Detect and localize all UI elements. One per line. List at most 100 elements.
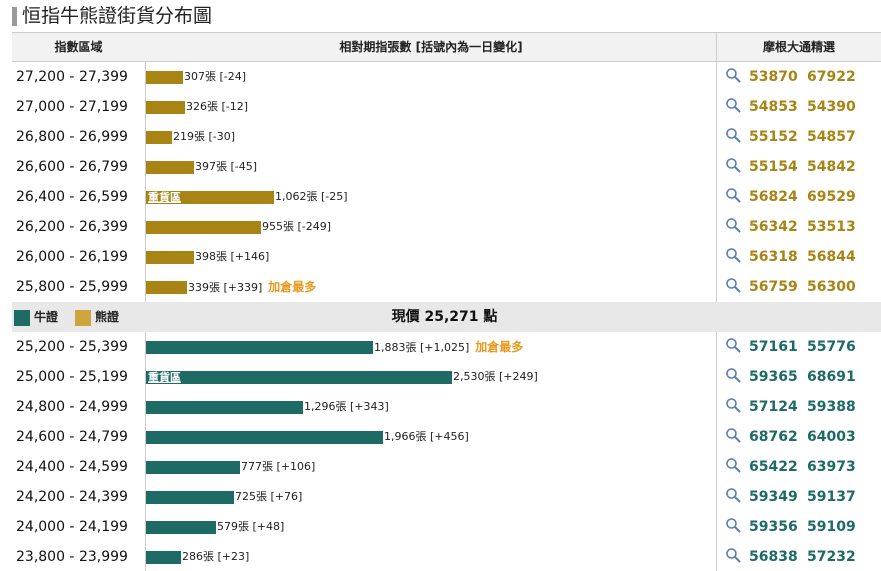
bull-volume-bar [146,551,181,564]
search-icon[interactable] [725,157,741,173]
heavy-zone-label: 重貨區 [148,371,181,384]
divider-picks [716,32,717,302]
bull-volume-bar: 重貨區 [146,371,452,384]
warrant-code-link[interactable]: 64003 [807,429,856,445]
warrant-code-link[interactable]: 54390 [807,99,856,115]
search-icon[interactable] [725,487,741,503]
warrant-code-link[interactable]: 57124 [749,399,798,415]
contract-count: 1,883張 [+1,025] 加倉最多 [374,340,523,355]
legend-bull-label: 牛證 [34,310,59,324]
warrant-code-link[interactable]: 56838 [749,549,798,565]
bear-row: 26,200 - 26,399 955張 [-249] 56342 53513 [12,212,881,242]
warrant-code-link[interactable]: 57232 [807,549,856,565]
range-label: 24,800 - 24,999 [16,399,128,415]
warrant-code-link[interactable]: 56300 [807,279,856,295]
bull-volume-bar [146,521,216,534]
bull-volume-bar [146,341,373,354]
contract-count: 307張 [-24] [184,70,246,84]
contract-count-text: 2,530張 [+249] [453,370,538,383]
search-icon[interactable] [725,247,741,263]
bull-row: 23,800 - 23,999 286張 [+23] 56838 57232 [12,542,881,571]
warrant-code-link[interactable]: 65422 [749,459,798,475]
page-title: 恒指牛熊證街貨分布圖 [22,5,213,27]
warrant-code-link[interactable]: 56318 [749,249,798,265]
search-icon[interactable] [725,397,741,413]
bear-row: 25,800 - 25,999 339張 [+339] 加倉最多 56759 56300 [12,272,881,302]
search-icon[interactable] [725,97,741,113]
contract-count-text: 725張 [+76] [235,490,303,503]
warrant-code-link[interactable]: 56844 [807,249,856,265]
search-icon[interactable] [725,277,741,293]
search-icon[interactable] [725,67,741,83]
warrant-code-link[interactable]: 56759 [749,279,798,295]
contract-count: 777張 [+106] [241,460,315,474]
contract-count: 725張 [+76] [235,490,302,504]
warrant-code-link[interactable]: 57161 [749,339,798,355]
bull-row: 25,000 - 25,199 重貨區 2,530張 [+249] 59365 6869… [12,362,881,392]
warrant-code-link[interactable]: 56824 [749,189,798,205]
bear-volume-bar [146,251,194,264]
contract-count-text: 219張 [-30] [173,130,236,143]
warrant-code-link[interactable]: 55776 [807,339,856,355]
bull-volume-bar [146,461,240,474]
contract-count: 286張 [+23] [182,550,249,564]
warrant-code-link[interactable]: 55154 [749,159,798,175]
header-range: 指數區域 [54,40,103,54]
search-icon[interactable] [725,547,741,563]
warrant-code-link[interactable]: 53513 [807,219,856,235]
search-icon[interactable] [725,127,741,143]
warrant-code-link[interactable]: 54842 [807,159,856,175]
warrant-code-link[interactable]: 55152 [749,129,798,145]
contract-count-text: 307張 [-24] [184,70,247,83]
range-label: 26,000 - 26,199 [16,249,128,265]
bull-volume-bar [146,491,234,504]
contract-count: 579張 [+48] [217,520,284,534]
range-label: 24,400 - 24,599 [16,459,128,475]
warrant-code-link[interactable]: 54857 [807,129,856,145]
warrant-code-link[interactable]: 59349 [749,489,798,505]
search-icon[interactable] [725,427,741,443]
warrant-code-link[interactable]: 56342 [749,219,798,235]
warrant-code-link[interactable]: 59388 [807,399,856,415]
warrant-code-link[interactable]: 63973 [807,459,856,475]
title-bar: 恒指牛熊證街貨分布圖 [0,0,881,32]
search-icon[interactable] [725,517,741,533]
warrant-code-link[interactable]: 68762 [749,429,798,445]
table-header: 指數區域 相對期指張數 [括號內為一日變化] 摩根大通精選 [12,32,881,62]
warrant-code-link[interactable]: 59137 [807,489,856,505]
bull-volume-bar [146,401,303,414]
bull-volume-bar [146,431,383,444]
bear-volume-bar [146,161,194,174]
legend-bear-label: 熊證 [95,310,120,324]
contract-count: 1,296張 [+343] [304,400,389,414]
contract-count-text: 397張 [-45] [195,160,258,173]
bull-row: 24,000 - 24,199 579張 [+48] 59356 59109 [12,512,881,542]
range-label: 25,200 - 25,399 [16,339,128,355]
warrant-code-link[interactable]: 59109 [807,519,856,535]
warrant-code-link[interactable]: 67922 [807,69,856,85]
divider-range-bull [145,332,146,571]
range-label: 24,000 - 24,199 [16,519,128,535]
contract-count: 326張 [-12] [186,100,248,114]
search-icon[interactable] [725,457,741,473]
search-icon[interactable] [725,337,741,353]
bear-row: 26,000 - 26,199 398張 [+146] 56318 56844 [12,242,881,272]
contract-count: 398張 [+146] [195,250,269,264]
bear-row: 27,000 - 27,199 326張 [-12] 54853 54390 [12,92,881,122]
warrant-code-link[interactable]: 54853 [749,99,798,115]
warrant-code-link[interactable]: 59365 [749,369,798,385]
bear-row: 26,400 - 26,599 重貨區 1,062張 [-25] 56824 69529 [12,182,881,212]
contract-count-text: 1,062張 [-25] [275,190,348,203]
warrant-code-link[interactable]: 69529 [807,189,856,205]
search-icon[interactable] [725,217,741,233]
warrant-code-link[interactable]: 59356 [749,519,798,535]
bear-volume-bar [146,101,185,114]
search-icon[interactable] [725,187,741,203]
warrant-code-link[interactable]: 53870 [749,69,798,85]
warrant-code-link[interactable]: 68691 [807,369,856,385]
bear-row: 27,200 - 27,399 307張 [-24] 53870 67922 [12,62,881,92]
range-label: 26,200 - 26,399 [16,219,128,235]
bear-volume-bar [146,131,172,144]
search-icon[interactable] [725,367,741,383]
contract-count: 2,530張 [+249] [453,370,538,384]
